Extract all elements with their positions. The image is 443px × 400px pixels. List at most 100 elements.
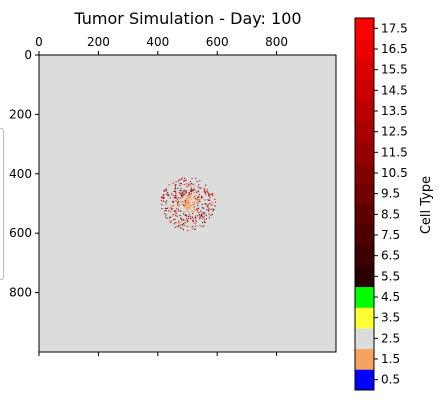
- tumor-cell: [201, 207, 203, 209]
- tumor-cell: [203, 217, 205, 219]
- tumor-cell: [211, 194, 213, 196]
- tumor-cell: [189, 207, 191, 209]
- colorbar-tick-label: 3.5: [381, 311, 400, 325]
- tumor-cell: [206, 209, 208, 211]
- tumor-cell: [174, 196, 176, 198]
- colorbar-tick-label: 7.5: [381, 228, 400, 242]
- tumor-cell: [176, 201, 178, 204]
- tumor-cell: [204, 203, 206, 205]
- tumor-cell: [187, 198, 189, 200]
- tumor-cell: [174, 218, 176, 220]
- colorbar-tick-label: 16.5: [381, 42, 408, 56]
- tumor-cell: [178, 221, 180, 224]
- tumor-cell: [188, 194, 190, 196]
- tumor-cell: [191, 189, 193, 191]
- tumor-cell: [185, 215, 188, 217]
- tumor-cell: [180, 210, 182, 212]
- tumor-cell: [174, 188, 176, 190]
- tumor-cell: [182, 223, 184, 225]
- colorbar-tick-label: 17.5: [381, 21, 408, 35]
- tumor-cell: [175, 210, 177, 212]
- tumor-cells: [160, 177, 216, 232]
- tumor-cell: [186, 183, 188, 185]
- tumor-cell: [177, 196, 180, 199]
- colorbar-segment: [355, 204, 374, 226]
- tumor-cell: [179, 184, 181, 186]
- tumor-cell: [185, 190, 187, 192]
- tumor-cell: [174, 195, 177, 197]
- tumor-cell: [204, 221, 206, 223]
- tumor-cell: [186, 210, 189, 212]
- tumor-cell: [207, 199, 209, 201]
- tumor-cell: [198, 193, 201, 196]
- tumor-cell: [208, 213, 210, 215]
- tumor-cell: [208, 199, 210, 201]
- x-tick-label: 0: [35, 35, 43, 49]
- tumor-cell: [191, 216, 193, 218]
- tumor-cell: [206, 206, 209, 209]
- tumor-cell: [172, 200, 174, 202]
- tumor-cell: [164, 189, 166, 191]
- colorbar-segment: [355, 18, 374, 40]
- tumor-cell: [196, 200, 199, 202]
- y-tick-label: 200: [9, 107, 32, 121]
- tumor-cell: [210, 193, 212, 195]
- tumor-cell: [208, 202, 211, 205]
- tumor-cell: [185, 206, 187, 208]
- tumor-cell: [163, 190, 165, 192]
- tumor-cell: [184, 193, 186, 195]
- tumor-cell: [191, 220, 194, 222]
- y-tick-label: 800: [9, 286, 32, 300]
- tumor-cell: [179, 215, 181, 217]
- tumor-cell: [181, 177, 183, 179]
- tumor-cell: [165, 188, 167, 190]
- tumor-cell: [161, 208, 163, 210]
- tumor-cell: [163, 194, 165, 196]
- tumor-cell: [197, 205, 199, 207]
- tumor-cell: [187, 185, 190, 187]
- tumor-cell: [208, 192, 210, 194]
- tumor-cell: [169, 216, 172, 218]
- tumor-cell: [165, 210, 167, 212]
- tumor-cell: [183, 191, 185, 193]
- tumor-cell: [197, 207, 200, 209]
- tumor-cell: [193, 196, 195, 199]
- tumor-cell: [210, 204, 212, 206]
- tumor-cell: [186, 196, 189, 199]
- tumor-cell: [185, 179, 187, 181]
- tumor-cell: [197, 208, 199, 210]
- tumor-cell: [204, 222, 206, 224]
- tumor-cell: [188, 217, 190, 219]
- tumor-cell: [187, 220, 189, 222]
- tumor-cell: [184, 214, 186, 216]
- tumor-cell: [189, 195, 192, 197]
- colorbar-segment: [355, 369, 374, 391]
- tumor-cell: [181, 224, 183, 226]
- colorbar-segment: [355, 100, 374, 122]
- y-tick-label: 600: [9, 226, 32, 240]
- tumor-cell: [161, 196, 163, 198]
- tumor-cell: [191, 204, 193, 207]
- tumor-cell: [180, 187, 182, 189]
- tumor-cell: [175, 221, 177, 224]
- tumor-cell: [189, 196, 191, 199]
- tumor-cell: [201, 203, 203, 206]
- tumor-cell: [203, 225, 205, 227]
- tumor-cell: [186, 204, 188, 206]
- tumor-cell: [198, 213, 200, 216]
- tumor-cell: [177, 200, 179, 202]
- tumor-cell: [208, 207, 210, 209]
- tumor-cell: [193, 208, 196, 211]
- tumor-cell: [203, 191, 205, 193]
- tumor-cell: [196, 210, 198, 212]
- tumor-cell: [186, 191, 188, 194]
- tumor-cell: [184, 202, 186, 204]
- tumor-cell: [193, 202, 196, 204]
- tumor-cell: [199, 215, 201, 217]
- tumor-cell: [171, 201, 174, 203]
- tumor-cell: [178, 204, 181, 207]
- tumor-cell: [170, 207, 172, 209]
- tumor-cell: [198, 211, 200, 214]
- colorbar-segment: [355, 348, 374, 370]
- tumor-cell: [203, 211, 205, 214]
